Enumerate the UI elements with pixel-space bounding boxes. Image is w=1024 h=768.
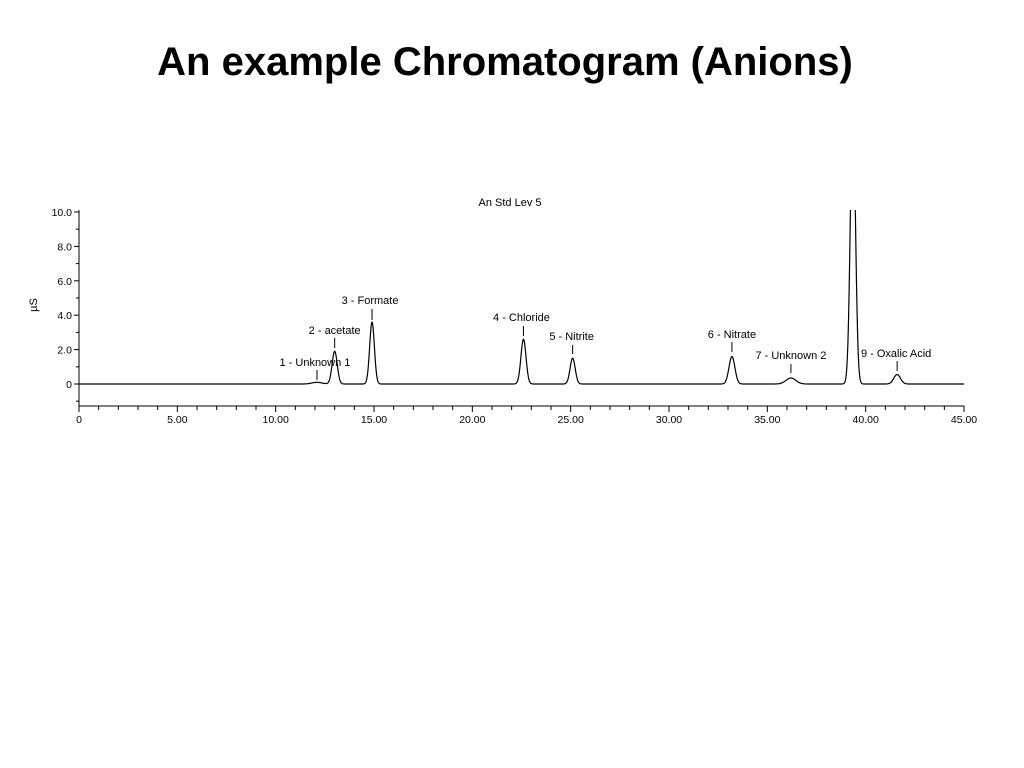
x-tick-label: 15.00 [361,414,387,426]
x-tick-label: 0 [76,414,82,426]
peak-label: 3 - Formate [342,295,399,307]
x-tick-label: 40.00 [853,414,879,426]
peak-label: 1 - Unknown 1 [279,357,350,369]
peak-label: 4 - Chloride [493,312,550,324]
peak-label: 5 - Nitrite [549,331,594,343]
peak-labels: 1 - Unknown 1 2 - acetate 3 - Formate 4 - C… [279,295,931,380]
chromatogram-chart: An Std Lev 5 µS 02.04.06.08.010.00 5.00 10… [28,197,978,426]
peak-label: 2 - acetate [309,325,361,337]
slide-title: An example Chromatogram (Anions) [157,40,853,84]
chart-title: An Std Lev 5 [479,197,542,209]
y-tick-label: 4.0 [57,310,72,322]
peak-label: 6 - Nitrate [708,329,756,341]
trace-group [79,210,964,385]
x-tick-label: 10.00 [263,414,289,426]
x-tick-label: 20.00 [459,414,485,426]
axes: 02.04.06.08.010.00 5.00 10.00 15.00 20.00 25.… [52,207,978,426]
y-tick-label: 6.0 [57,276,72,288]
x-tick-label: 45.00 [951,414,977,426]
y-tick-label: 10.0 [52,207,73,219]
peak-label: 9 - Oxalic Acid [861,348,931,360]
x-tick-label: 25.00 [558,414,584,426]
y-tick-label: 8.0 [57,241,72,253]
peak-label: 7 - Unknown 2 [755,350,826,362]
chromatogram-trace [79,210,964,385]
x-tick-label: 30.00 [656,414,682,426]
y-axis-label: µS [28,298,40,312]
x-tick-label: 35.00 [754,414,780,426]
x-tick-label: 5.00 [167,414,188,426]
y-tick-label: 2.0 [57,345,72,357]
y-tick-label: 0 [66,379,72,391]
